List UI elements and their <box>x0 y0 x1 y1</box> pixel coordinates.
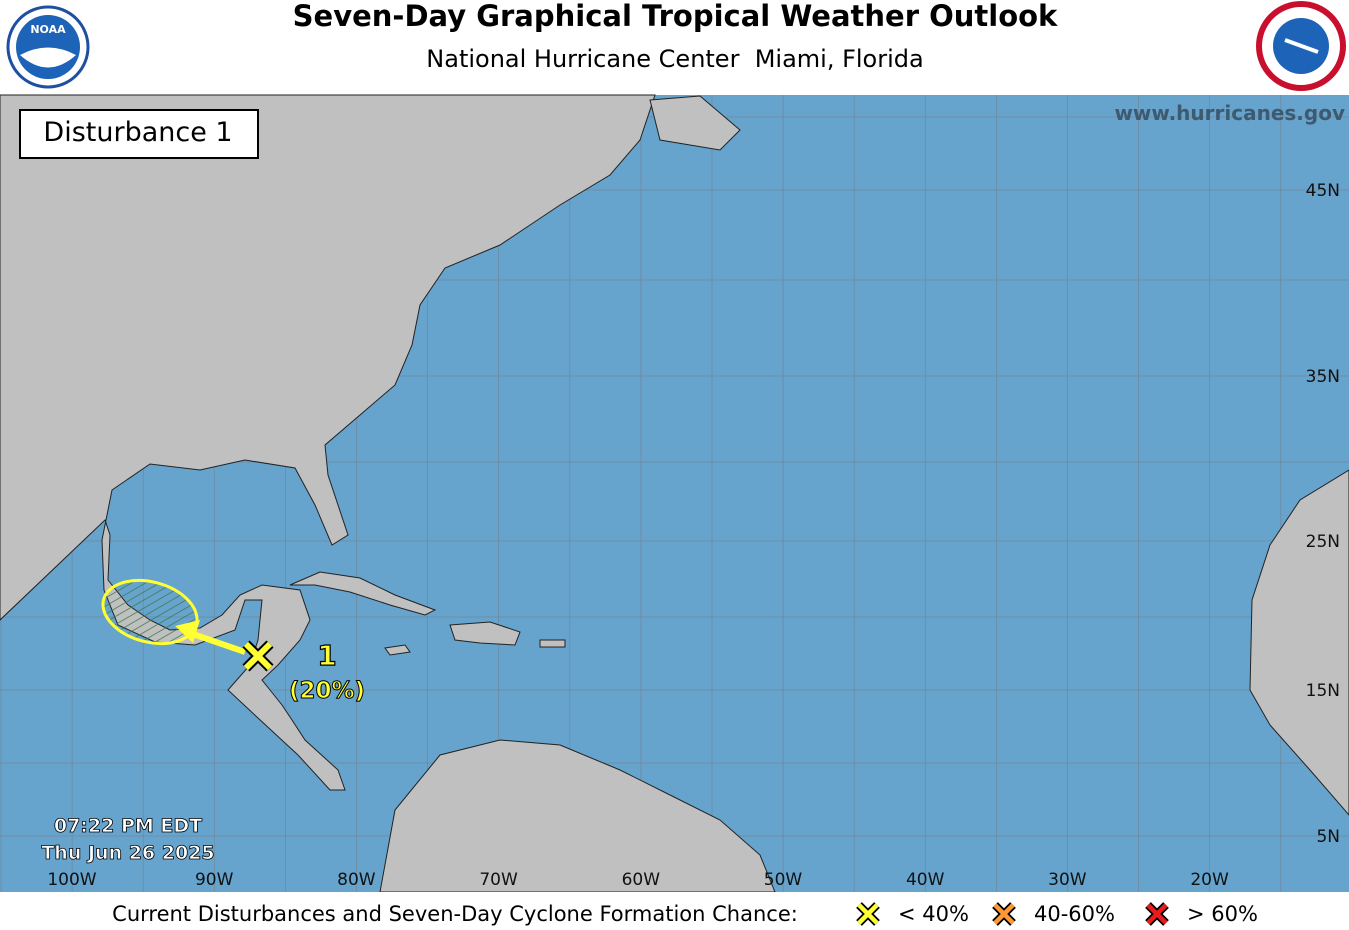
legend-label: < 40% <box>898 902 969 926</box>
legend-marker <box>1145 902 1169 926</box>
lat-label: 35N <box>1306 367 1340 387</box>
subtitle: National Hurricane Center Miami, Florida <box>426 45 923 73</box>
panel-box <box>19 109 259 159</box>
puerto-rico <box>539 639 566 648</box>
disturbance-1: 1 (20%) <box>101 578 366 705</box>
x-marker[interactable] <box>242 640 274 672</box>
noaa-logo: NOAA <box>6 5 90 89</box>
date: Thu Jun 26 2025 <box>41 842 214 864</box>
legend-marker <box>992 902 1016 926</box>
lon-label: 90W <box>195 870 234 890</box>
lon-label: 50W <box>764 870 803 890</box>
lat-label: 45N <box>1306 181 1340 201</box>
x-fill <box>1146 903 1168 925</box>
header-bg <box>0 0 1349 95</box>
north-america <box>0 94 656 791</box>
disturbance-id: 1 <box>317 639 336 672</box>
legend-marker <box>856 902 880 926</box>
lon-label: 60W <box>622 870 661 890</box>
cuba <box>289 571 437 616</box>
legend-label: 40-60% <box>1034 902 1115 926</box>
south-america <box>379 739 776 893</box>
lon-label: 20W <box>1190 870 1229 890</box>
newfoundland <box>649 95 741 151</box>
legend-bg <box>0 892 1349 930</box>
hispaniola <box>449 621 521 646</box>
legend-caption: Current Disturbances and Seven-Day Cyclo… <box>112 902 798 926</box>
svg-text:NOAA: NOAA <box>30 23 66 36</box>
motion-arrow <box>189 630 246 655</box>
title: Seven-Day Graphical Tropical Weather Out… <box>293 0 1058 33</box>
lon-label: 30W <box>1048 870 1087 890</box>
lat-label: 5N <box>1316 827 1340 847</box>
nws-logo <box>1256 1 1346 91</box>
arrow-head <box>175 620 200 643</box>
lon-label: 40W <box>906 870 945 890</box>
africa <box>1249 469 1349 816</box>
lon-label: 70W <box>479 870 518 890</box>
lon-label: 80W <box>337 870 376 890</box>
lat-label: 25N <box>1306 532 1340 552</box>
website: www.hurricanes.gov <box>1114 101 1345 125</box>
x-fill <box>993 903 1015 925</box>
formation-chance: (20%) <box>289 678 365 704</box>
lon-label: 100W <box>47 870 96 890</box>
lat-label: 15N <box>1306 681 1340 701</box>
time: 07:22 PM EDT <box>54 815 202 837</box>
x-fill <box>857 903 879 925</box>
panel-label: Disturbance 1 <box>43 117 232 148</box>
jamaica <box>384 644 411 656</box>
legend-label: > 60% <box>1187 902 1258 926</box>
